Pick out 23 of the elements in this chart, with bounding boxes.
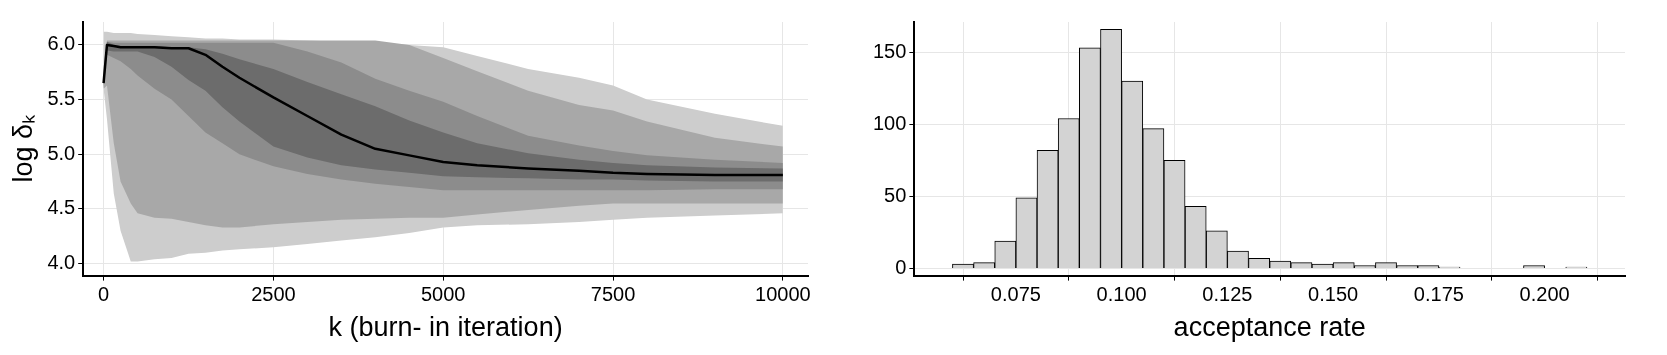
x-tick-label: 0.125: [1202, 283, 1253, 306]
y-axis-title: log δₖ: [7, 114, 38, 183]
x-tick-label: 5000: [420, 283, 466, 306]
y-tick-label: 0: [895, 255, 907, 278]
x-tick-label: 2500: [251, 283, 296, 306]
x-tick-label: 10000: [755, 283, 811, 306]
x-tick-label: 0.075: [990, 283, 1041, 306]
x-tick-label: 0.200: [1519, 283, 1570, 306]
x-axis-title: acceptance rate: [1173, 312, 1366, 343]
y-tick-label: 150: [872, 39, 907, 62]
x-tick-label: 7500: [590, 283, 636, 306]
y-tick-label: 4.5: [47, 196, 76, 219]
x-tick-label: 0.175: [1413, 283, 1464, 306]
x-axis-title: k (burn- in iteration): [328, 312, 563, 343]
y-tick-label: 4.0: [47, 251, 76, 274]
y-tick-label: 5.5: [47, 87, 76, 110]
x-tick-label: 0.100: [1096, 283, 1147, 306]
x-tick-label: 0: [98, 283, 110, 306]
y-tick-label: 50: [884, 183, 907, 206]
y-tick-label: 6.0: [47, 32, 76, 55]
y-tick-label: 5.0: [47, 141, 76, 164]
x-tick-label: 0.150: [1308, 283, 1359, 306]
y-tick-label: 100: [872, 111, 907, 134]
